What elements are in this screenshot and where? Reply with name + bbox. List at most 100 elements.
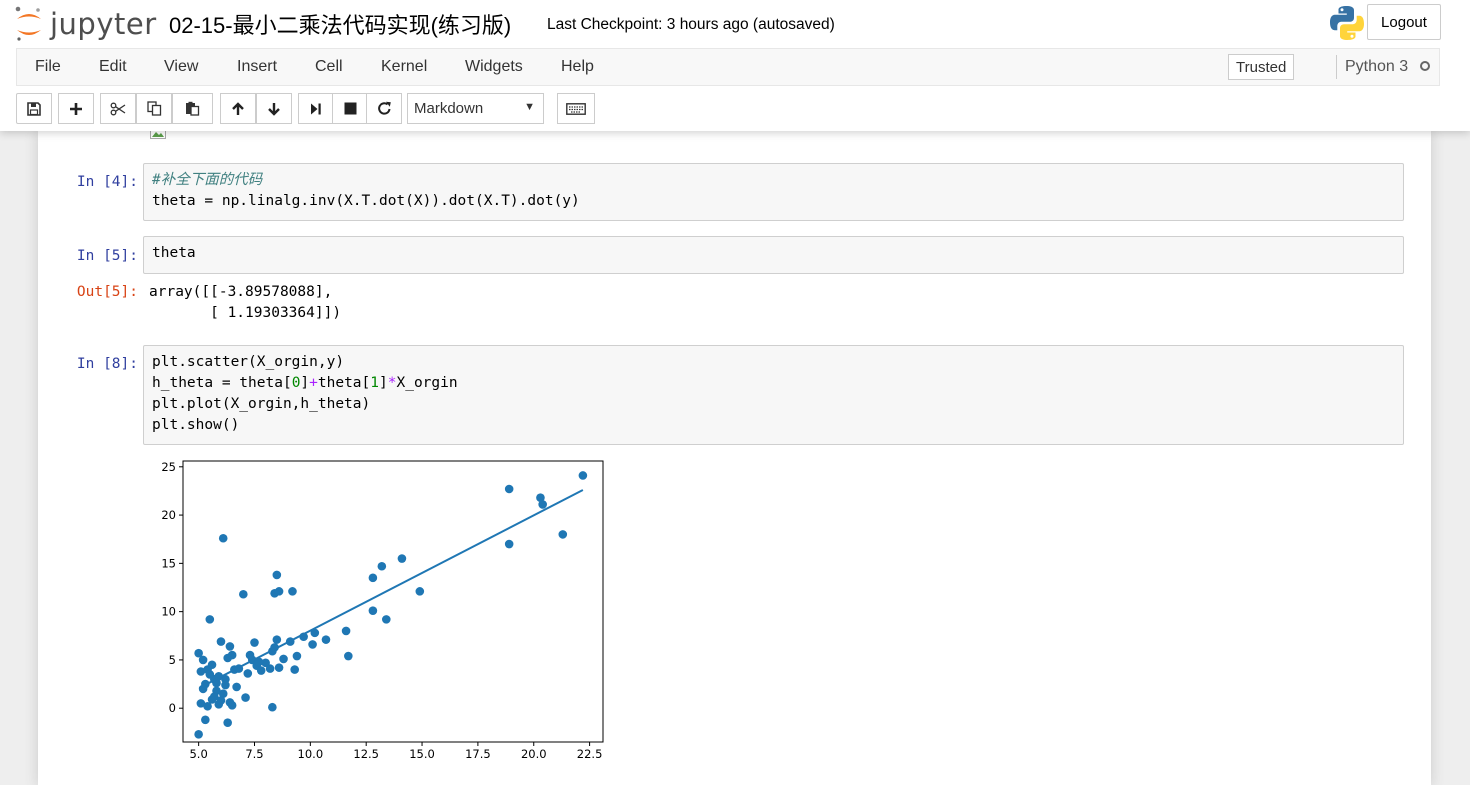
menu-cell[interactable]: Cell xyxy=(315,58,343,75)
checkpoint-status: Last Checkpoint: 3 hours ago (autosaved) xyxy=(547,16,835,33)
cell-type-select[interactable]: Markdown ▼ xyxy=(407,93,544,124)
menu-kernel[interactable]: Kernel xyxy=(381,58,428,75)
cell-5-code: theta xyxy=(152,245,196,261)
scatter-point xyxy=(558,530,568,539)
jupyter-logo-icon xyxy=(14,6,44,42)
chevron-down-icon: ▼ xyxy=(524,101,535,113)
code-number: 0 xyxy=(291,375,301,391)
x-tick-label: 22.5 xyxy=(577,747,603,761)
scatter-point xyxy=(254,657,264,667)
menu-insert[interactable]: Insert xyxy=(237,58,278,75)
cut-icon xyxy=(110,102,126,115)
scatter-plot: 5.0 7.5 10.0 12.5 15.0 17.5 20.0 22.5 0 5 10 15 20 25 xyxy=(161,460,604,761)
cell-4-code: #补全下面的代码 theta = np.linalg.inv(X.T.dot(X… xyxy=(152,172,580,209)
scatter-point xyxy=(268,702,277,712)
scatter-point xyxy=(274,663,284,672)
x-tick-label: 12.5 xyxy=(353,747,379,761)
restart-icon xyxy=(377,101,391,115)
move-down-button[interactable] xyxy=(256,93,292,124)
jupyter-logo[interactable]: jupyter xyxy=(14,4,157,44)
scatter-point xyxy=(272,635,282,644)
scatter-point xyxy=(288,587,297,596)
scatter-point xyxy=(227,701,237,710)
scatter-point xyxy=(290,665,300,674)
move-up-button[interactable] xyxy=(220,93,256,124)
interrupt-button[interactable] xyxy=(332,93,368,124)
kernel-divider xyxy=(1336,55,1337,79)
copy-button[interactable] xyxy=(136,93,172,124)
y-tick-label: 20 xyxy=(161,508,176,522)
menu-view[interactable]: View xyxy=(164,58,199,75)
insert-cell-button[interactable] xyxy=(58,93,94,124)
scatter-point xyxy=(538,500,547,509)
y-tick-label: 15 xyxy=(161,556,176,570)
notebook-title[interactable]: 02-15-最小二乘法代码实现(练习版) xyxy=(169,13,512,38)
cut-button[interactable] xyxy=(100,93,136,124)
scatter-point xyxy=(239,589,248,599)
scatter-point xyxy=(198,655,208,665)
y-tick-label: 10 xyxy=(161,605,176,619)
scatter-point xyxy=(245,650,255,660)
menu-edit[interactable]: Edit xyxy=(99,58,127,75)
scatter-point xyxy=(205,670,215,679)
x-tick-label: 20.0 xyxy=(521,747,547,761)
menubar: File Edit View Insert Cell Kernel Widget… xyxy=(16,48,1440,86)
scatter-point xyxy=(415,587,425,596)
scatter-point xyxy=(209,692,219,701)
save-button[interactable] xyxy=(16,93,52,124)
scatter-point xyxy=(272,570,282,580)
plus-icon xyxy=(70,102,82,115)
scatter-point xyxy=(216,696,226,705)
cell-4-prompt: In [4]: xyxy=(76,174,138,190)
cell-8-prompt: In [8]: xyxy=(76,356,138,372)
logout-button[interactable]: Logout xyxy=(1367,4,1441,40)
scatter-point xyxy=(321,635,331,644)
scatter-point xyxy=(218,689,228,699)
notebook-container: In [4]: #补全下面的代码 theta = np.linalg.inv(X… xyxy=(38,131,1431,785)
scatter-point xyxy=(232,682,241,692)
scatter-point xyxy=(310,628,320,638)
save-icon xyxy=(27,101,41,116)
scatter-point xyxy=(265,664,275,673)
scatter-point xyxy=(241,693,250,702)
scatter-point xyxy=(368,573,378,583)
scatter-point xyxy=(216,637,226,646)
x-tick-label: 7.5 xyxy=(245,747,263,761)
scatter-point xyxy=(203,701,212,711)
scatter-point xyxy=(368,606,378,615)
menu-file[interactable]: File xyxy=(35,58,61,75)
y-tick-label: 0 xyxy=(169,701,176,715)
scatter-point xyxy=(227,650,237,660)
restart-button[interactable] xyxy=(366,93,402,124)
code-number: 1 xyxy=(370,375,380,391)
scatter-point xyxy=(196,699,206,708)
x-tick-label: 17.5 xyxy=(465,747,491,761)
run-cell-button[interactable] xyxy=(298,93,334,124)
menu-widgets[interactable]: Widgets xyxy=(465,58,523,75)
command-palette-button[interactable] xyxy=(557,93,595,124)
x-tick-label: 5.0 xyxy=(189,747,207,761)
cell-4-input[interactable]: #补全下面的代码 theta = np.linalg.inv(X.T.dot(X… xyxy=(143,163,1404,221)
y-tick-label: 5 xyxy=(169,653,176,667)
scatter-point xyxy=(256,666,266,675)
scatter-point xyxy=(279,654,288,664)
scatter-point xyxy=(377,561,387,571)
arrow-down-icon xyxy=(268,102,280,116)
cell-5-input[interactable]: theta xyxy=(143,236,1404,274)
y-tick-label: 25 xyxy=(161,460,176,474)
code-operator: * xyxy=(387,375,397,391)
cell-5-out-prompt: Out[5]: xyxy=(76,284,138,300)
scatter-point xyxy=(196,667,206,676)
scatter-point xyxy=(578,471,588,480)
scatter-point xyxy=(194,648,203,658)
cell-8-input[interactable]: plt.scatter(X_orgin,y) h_theta = theta[0… xyxy=(143,345,1404,445)
menu-help[interactable]: Help xyxy=(561,58,594,75)
cell-5-output: array([[-3.89578088], [ 1.19303364]]) xyxy=(149,284,342,321)
trusted-indicator[interactable]: Trusted xyxy=(1228,54,1295,80)
scatter-point xyxy=(308,640,317,649)
paste-button[interactable] xyxy=(172,93,213,124)
kernel-name[interactable]: Python 3 xyxy=(1345,58,1409,75)
scatter-point xyxy=(397,554,407,563)
python-logo-icon xyxy=(1328,4,1366,42)
paste-icon xyxy=(186,101,200,116)
